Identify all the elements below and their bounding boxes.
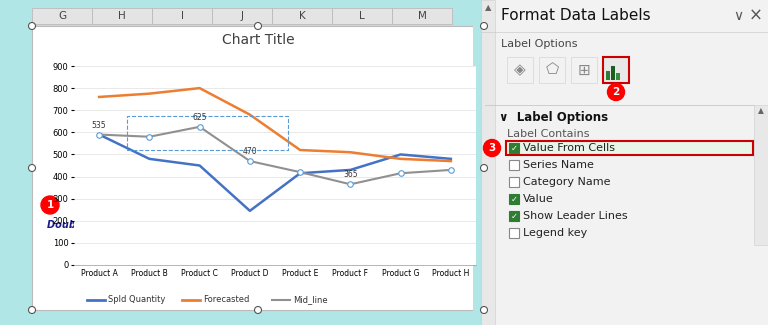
Text: ▲: ▲ — [485, 4, 492, 12]
Text: Data Label Range: Data Label Range — [230, 73, 335, 86]
Text: K: K — [299, 11, 306, 21]
Text: ?: ? — [392, 73, 399, 86]
Text: ×: × — [409, 72, 422, 87]
Circle shape — [481, 164, 488, 172]
Text: ▲: ▲ — [412, 120, 419, 128]
Text: Chart Title: Chart Title — [222, 33, 294, 47]
Text: Value From Cells: Value From Cells — [523, 143, 615, 153]
Text: ×: × — [749, 7, 763, 25]
Text: ✓: ✓ — [511, 144, 518, 152]
Text: Label Contains: Label Contains — [507, 129, 590, 139]
Bar — [509, 194, 519, 204]
Text: 2: 2 — [612, 87, 620, 97]
Text: Legend key: Legend key — [523, 228, 588, 238]
Bar — [332, 8, 392, 24]
Bar — [509, 228, 519, 238]
Bar — [272, 8, 332, 24]
Text: ⊞: ⊞ — [578, 62, 591, 77]
Text: ✓: ✓ — [511, 194, 518, 203]
Bar — [408, 115, 422, 133]
Circle shape — [481, 306, 488, 314]
Text: 365: 365 — [343, 170, 358, 179]
Text: Spld Quantity: Spld Quantity — [108, 295, 165, 305]
Bar — [754, 105, 768, 245]
Text: Format Data Labels: Format Data Labels — [501, 8, 650, 23]
Circle shape — [28, 164, 35, 172]
FancyBboxPatch shape — [253, 144, 316, 166]
Bar — [611, 66, 615, 80]
Text: Forecasted: Forecasted — [203, 295, 250, 305]
Text: Double click on the Data Labels: Double click on the Data Labels — [47, 220, 221, 230]
Bar — [571, 57, 597, 83]
Bar — [392, 8, 452, 24]
Text: Value: Value — [523, 194, 554, 204]
Circle shape — [28, 22, 35, 30]
Bar — [223, 70, 433, 180]
Bar — [506, 141, 753, 155]
Bar — [507, 57, 533, 83]
Text: Cancel: Cancel — [350, 149, 390, 162]
Bar — [152, 8, 212, 24]
Circle shape — [254, 306, 261, 314]
Text: ▲: ▲ — [758, 107, 764, 115]
Bar — [212, 8, 272, 24]
Bar — [509, 160, 519, 170]
Text: G: G — [58, 11, 66, 21]
Text: Series Name: Series Name — [523, 160, 594, 170]
Text: I: I — [180, 11, 184, 21]
Bar — [539, 57, 565, 83]
Text: 535: 535 — [92, 121, 107, 130]
Text: Category Name: Category Name — [523, 177, 611, 187]
Text: Mid_line: Mid_line — [293, 295, 328, 305]
Text: OK: OK — [276, 149, 293, 162]
Text: M: M — [418, 11, 426, 21]
Circle shape — [28, 306, 35, 314]
Text: ✓: ✓ — [511, 212, 518, 220]
Bar — [32, 8, 92, 24]
Bar — [509, 143, 519, 153]
Text: 1: 1 — [46, 200, 54, 210]
Circle shape — [484, 139, 501, 157]
Bar — [481, 0, 768, 325]
Bar — [230, 115, 412, 133]
Bar — [92, 8, 152, 24]
Bar — [606, 71, 610, 80]
Bar — [32, 26, 484, 310]
Text: 625: 625 — [192, 113, 207, 122]
Bar — [509, 177, 519, 187]
Text: ∨  Label Options: ∨ Label Options — [499, 111, 608, 124]
FancyBboxPatch shape — [333, 144, 406, 166]
Bar — [616, 73, 620, 80]
Text: 470: 470 — [243, 147, 257, 156]
Bar — [603, 57, 629, 83]
Text: H: H — [118, 11, 126, 21]
Circle shape — [41, 196, 59, 214]
Text: ⬠: ⬠ — [545, 62, 558, 77]
Text: Label Options: Label Options — [501, 39, 578, 49]
Bar — [509, 211, 519, 221]
Text: Select Data Label Range: Select Data Label Range — [230, 104, 367, 114]
Text: J: J — [240, 11, 243, 21]
Text: ◈: ◈ — [514, 62, 526, 77]
Bar — [220, 67, 430, 177]
Circle shape — [254, 22, 261, 30]
Text: ∨: ∨ — [733, 9, 743, 23]
Text: Show Leader Lines: Show Leader Lines — [523, 211, 627, 221]
Bar — [481, 0, 495, 325]
Text: L: L — [359, 11, 365, 21]
Text: 3: 3 — [488, 143, 495, 153]
Circle shape — [607, 84, 624, 100]
Circle shape — [481, 22, 488, 30]
Bar — [473, 0, 481, 325]
